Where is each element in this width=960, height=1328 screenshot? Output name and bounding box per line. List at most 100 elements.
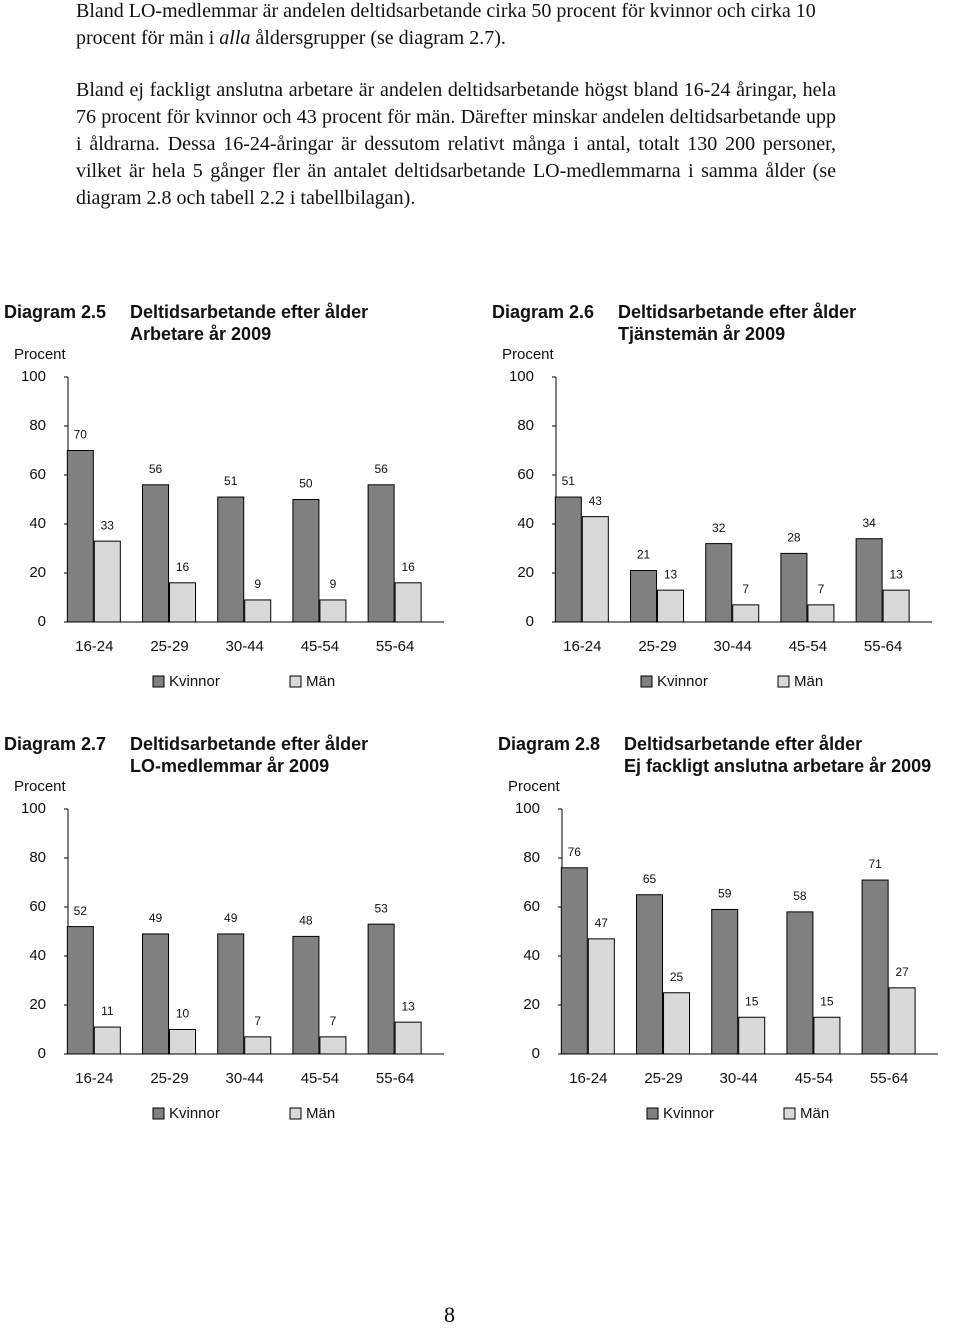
bar <box>636 894 664 1055</box>
x-tick-label: 30-44 <box>714 638 752 655</box>
page-number: 8 <box>444 1302 455 1327</box>
bar <box>657 589 685 623</box>
x-tick-label: 16-24 <box>569 1070 607 1087</box>
data-label: 27 <box>895 965 909 979</box>
y-tick-label: 60 <box>29 466 46 483</box>
diagram-label: Diagram 2.5 <box>4 302 106 322</box>
x-tick-label: 30-44 <box>226 1070 264 1087</box>
chart-subtitle: Ej fackligt anslutna arbetare år 2009 <box>624 756 931 776</box>
chart-subtitle: Arbetare år 2009 <box>130 324 271 344</box>
data-label: 51 <box>562 474 576 488</box>
y-tick-label: 0 <box>38 613 46 630</box>
bar <box>142 484 170 623</box>
bar <box>244 599 272 623</box>
bar <box>169 1029 197 1055</box>
y-tick-label: 100 <box>21 368 46 385</box>
bar <box>888 987 916 1055</box>
bar <box>169 582 197 623</box>
data-label: 16 <box>176 560 190 574</box>
y-tick-label: 100 <box>515 800 540 817</box>
y-tick-label: 80 <box>517 417 534 434</box>
bar <box>587 938 615 1055</box>
legend-label: Kvinnor <box>657 673 708 690</box>
data-label: 13 <box>401 999 415 1013</box>
y-tick-label: 80 <box>523 849 540 866</box>
chart-subtitle: LO-medlemmar år 2009 <box>130 756 329 776</box>
data-label: 58 <box>793 889 807 903</box>
data-label: 25 <box>670 970 684 984</box>
y-tick-label: 0 <box>38 1045 46 1062</box>
x-tick-label: 25-29 <box>644 1070 682 1087</box>
data-label: 52 <box>74 904 88 918</box>
x-tick-label: 16-24 <box>563 638 601 655</box>
data-label: 50 <box>299 477 313 491</box>
bar <box>394 1021 422 1055</box>
diagram-label: Diagram 2.6 <box>492 302 594 322</box>
bar <box>855 538 883 623</box>
bar <box>93 540 121 623</box>
paragraph: Bland ej fackligt anslutna arbetare är a… <box>76 79 836 209</box>
bar <box>394 582 422 623</box>
bar <box>861 879 889 1055</box>
bar <box>66 450 94 623</box>
bar <box>142 933 170 1055</box>
x-tick-label: 25-29 <box>150 638 188 655</box>
data-label: 34 <box>862 516 876 530</box>
bar <box>367 484 395 623</box>
x-tick-label: 25-29 <box>150 1070 188 1087</box>
y-tick-label: 0 <box>532 1045 540 1062</box>
data-label: 21 <box>637 548 651 562</box>
data-label: 7 <box>818 582 825 596</box>
data-label: 16 <box>401 560 415 574</box>
y-axis-label: Procent <box>508 778 561 795</box>
bar <box>630 570 658 623</box>
data-label: 48 <box>299 914 313 928</box>
chart-title: Deltidsarbetande efter ålder <box>624 734 862 754</box>
bar <box>217 496 245 623</box>
legend-swatch <box>289 1107 302 1120</box>
chart-title: Deltidsarbetande efter ålder <box>618 302 856 322</box>
legend-label: Män <box>306 673 335 690</box>
y-tick-label: 80 <box>29 417 46 434</box>
x-tick-label: 25-29 <box>638 638 676 655</box>
chart-title: Deltidsarbetande efter ålder <box>130 734 368 754</box>
data-label: 59 <box>718 887 732 901</box>
text: Bland LO-medlemmar är andelen deltidsarb… <box>76 0 816 49</box>
bar <box>807 604 835 623</box>
legend-label: Kvinnor <box>169 673 220 690</box>
legend-swatch <box>289 675 302 688</box>
data-label: 9 <box>254 577 261 591</box>
data-label: 7 <box>254 1014 261 1028</box>
y-tick-label: 80 <box>29 849 46 866</box>
bar <box>786 911 814 1055</box>
y-tick-label: 0 <box>526 613 534 630</box>
y-tick-label: 20 <box>29 996 46 1013</box>
chart-title: Deltidsarbetande efter ålder <box>130 302 368 322</box>
data-label: 10 <box>176 1007 190 1021</box>
y-tick-label: 40 <box>29 947 46 964</box>
data-label: 65 <box>643 872 657 886</box>
y-axis-label: Procent <box>502 346 555 363</box>
bar <box>711 908 739 1055</box>
data-label: 28 <box>787 531 801 545</box>
y-tick-label: 20 <box>29 564 46 581</box>
y-tick-label: 40 <box>517 515 534 532</box>
x-tick-label: 55-64 <box>376 638 414 655</box>
legend-swatch <box>646 1107 659 1120</box>
data-label: 51 <box>224 474 238 488</box>
legend-swatch <box>783 1107 796 1120</box>
text: åldersgrupper (se diagram 2.7). <box>250 27 506 49</box>
data-label: 70 <box>74 428 88 442</box>
data-label: 9 <box>330 577 337 591</box>
x-tick-label: 45-54 <box>301 1070 339 1087</box>
y-axis-label: Procent <box>14 778 67 795</box>
bar <box>581 516 609 623</box>
data-label: 32 <box>712 521 726 535</box>
data-label: 47 <box>595 916 609 930</box>
data-label: 7 <box>742 582 749 596</box>
bar <box>705 543 733 623</box>
x-tick-label: 45-54 <box>301 638 339 655</box>
x-tick-label: 55-64 <box>864 638 902 655</box>
bar <box>292 499 320 623</box>
